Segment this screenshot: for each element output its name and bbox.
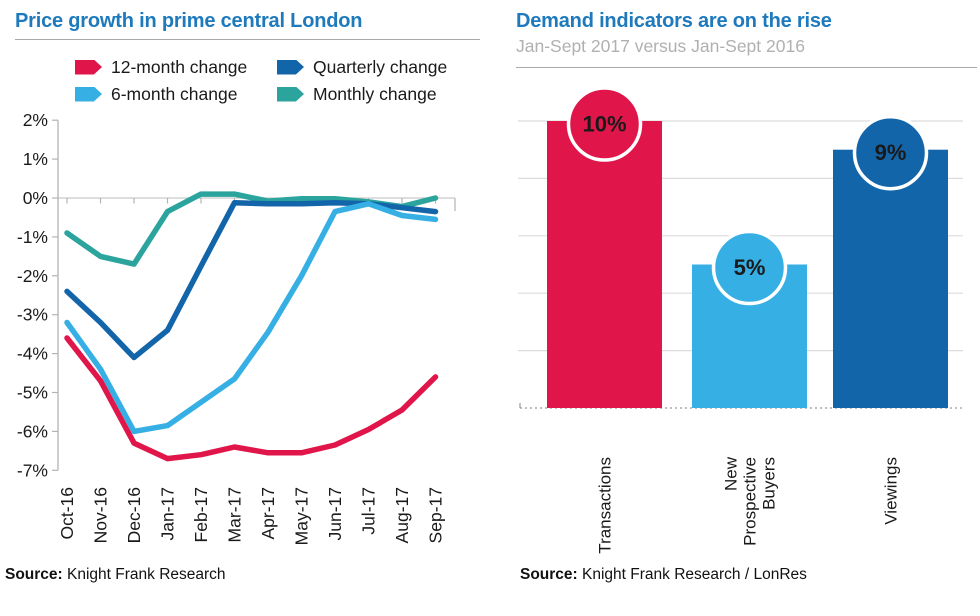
- bar-chart: 10% Transactions 5% New Prospective Buyers 9% V…: [518, 86, 965, 554]
- line-chart-legend: 12-month change Quarterly change 6-month c…: [75, 57, 447, 104]
- y-tick-label: -7%: [17, 460, 48, 480]
- legend-item: Quarterly change: [277, 57, 447, 77]
- bar-transactions: [547, 121, 662, 408]
- value-badge-label: 9%: [875, 140, 907, 165]
- legend-arrow-marker: [75, 59, 102, 75]
- x-tick-label: Apr-17: [258, 487, 278, 540]
- legend-label: 6-month change: [111, 84, 238, 104]
- legend-item: 12-month change: [75, 57, 277, 77]
- right-source: Source: Knight Frank Research / LonRes: [520, 566, 807, 584]
- x-tick-label: Aug-17: [392, 487, 412, 543]
- legend-label: Monthly change: [313, 84, 437, 104]
- right-chart-title: Demand indicators are on the rise: [516, 10, 832, 32]
- value-badge-viewings: [852, 114, 929, 191]
- x-tick-label: Dec-16: [124, 487, 144, 543]
- y-tick-label: -6%: [17, 421, 48, 441]
- x-tick-label: Jan-17: [158, 487, 178, 541]
- line-series-quarterly-change: [64, 199, 439, 361]
- right-source-text: Knight Frank Research / LonRes: [582, 566, 807, 583]
- line-series-6-month-change: [64, 201, 439, 435]
- left-title-rule: [15, 39, 480, 40]
- y-tick-label: -1%: [17, 227, 48, 247]
- right-title-rule: [516, 67, 977, 68]
- line-chart: 2% 1% 0% -1% -2% -3% -4% -5% -6% -7% Oct-16 Nov-16 D…: [17, 110, 456, 545]
- left-source-text: Knight Frank Research: [67, 566, 226, 583]
- bar-category-label: Prospective: [741, 457, 760, 546]
- legend-item: 6-month change: [75, 84, 277, 104]
- x-tick-label: Nov-16: [91, 487, 111, 543]
- legend-label: Quarterly change: [313, 57, 448, 77]
- bar-category-label: Transactions: [596, 457, 615, 554]
- line-series-12-month-change: [64, 335, 439, 462]
- value-badge-label: 10%: [582, 112, 626, 137]
- bar-category-label: Buyers: [760, 457, 779, 510]
- y-tick-label: -5%: [17, 383, 48, 403]
- y-tick-label: 1%: [23, 149, 48, 169]
- y-tick-label: 0%: [23, 188, 48, 208]
- x-tick-label: May-17: [292, 487, 312, 545]
- x-tick-label: Jun-17: [325, 487, 345, 541]
- y-tick-label: -3%: [17, 305, 48, 325]
- right-chart-subtitle: Jan-Sept 2017 versus Jan-Sept 2016: [516, 36, 805, 56]
- legend-arrow-marker: [277, 86, 304, 102]
- left-source-label: Source:: [5, 566, 63, 583]
- bar-viewings: [833, 149, 948, 408]
- x-tick-label: Mar-17: [225, 487, 245, 542]
- x-tick-label: Jul-17: [359, 487, 379, 535]
- bar-category-label: Viewings: [882, 457, 901, 525]
- legend-item: Monthly change: [277, 84, 447, 104]
- x-tick-label: Sep-17: [426, 487, 446, 543]
- value-badge-new-prospective-buyers: [711, 229, 788, 306]
- value-badge-transactions: [566, 86, 643, 162]
- x-tick-label: Oct-16: [57, 487, 77, 540]
- bar-category-label: New: [722, 456, 741, 491]
- left-chart-title: Price growth in prime central London: [15, 10, 363, 32]
- y-tick-label: -4%: [17, 344, 48, 364]
- left-source: Source: Knight Frank Research: [5, 566, 226, 584]
- y-tick-label: 2%: [23, 110, 48, 130]
- value-badge-label: 5%: [734, 255, 766, 280]
- x-tick-label: Feb-17: [191, 487, 211, 542]
- right-source-label: Source:: [520, 566, 578, 583]
- legend-arrow-marker: [277, 59, 304, 75]
- legend-arrow-marker: [75, 86, 102, 102]
- legend-label: 12-month change: [111, 57, 248, 77]
- y-tick-label: -2%: [17, 266, 48, 286]
